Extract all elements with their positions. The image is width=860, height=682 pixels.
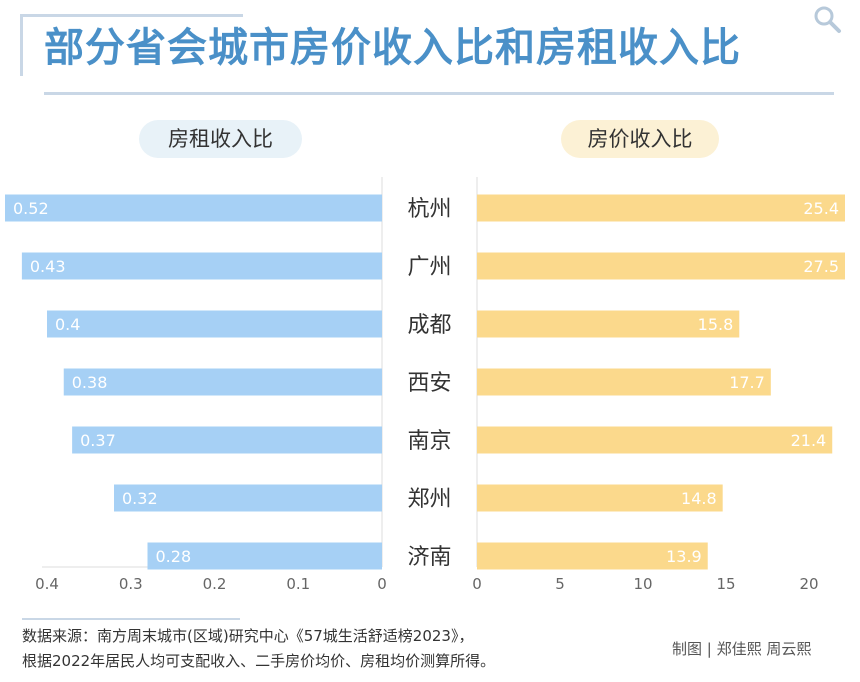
rent-value-label: 0.38 — [72, 373, 108, 392]
chart-credit: 制图 | 郑佳熙 周云熙 — [672, 640, 812, 658]
dual-bar-chart: 0.52 25.4 杭州 0.43 27.5 广州 0.4 15.8 成都 0.38 17.7 西安 0… — [5, 177, 845, 593]
city-label: 广州 — [407, 255, 451, 280]
footer-divider — [22, 618, 240, 620]
title-underline — [44, 92, 834, 95]
price-bar — [477, 542, 708, 570]
rent-value-label: 0.4 — [55, 315, 80, 334]
rent-bar — [5, 194, 382, 222]
rent-tick-label: 0.3 — [119, 575, 143, 593]
city-label: 杭州 — [407, 197, 451, 222]
rent-bar — [21, 252, 382, 280]
price-value-label: 13.9 — [666, 547, 702, 566]
city-label: 济南 — [407, 545, 451, 570]
price-bar — [477, 194, 845, 222]
rent-bar — [63, 368, 382, 396]
price-bar — [477, 484, 723, 512]
price-tick-label: 15 — [716, 575, 735, 593]
rent-tick-label: 0.1 — [286, 575, 310, 593]
city-label: 成都 — [407, 313, 451, 338]
price-value-label: 17.7 — [729, 373, 765, 392]
price-value-label: 27.5 — [803, 257, 839, 276]
price-value-label: 15.8 — [698, 315, 734, 334]
price-bar — [477, 368, 771, 396]
city-label: 郑州 — [407, 487, 451, 512]
rent-bar — [147, 542, 382, 570]
page-title: 部分省会城市房价收入比和房租收入比 — [44, 25, 741, 71]
rent-value-label: 0.43 — [30, 257, 66, 276]
rent-value-label: 0.28 — [156, 547, 192, 566]
price-tick-label: 0 — [472, 575, 482, 593]
rent-ratio-label: 房租收入比 — [139, 120, 302, 158]
price-value-label: 14.8 — [681, 489, 717, 508]
price-bar — [477, 310, 740, 338]
rent-value-label: 0.32 — [122, 489, 158, 508]
source-note: 数据来源：南方周末城市(区域)研究中心《57城生活舒适榜2023》， 根据202… — [22, 624, 622, 674]
price-tick-label: 10 — [633, 575, 652, 593]
price-value-label: 25.4 — [803, 199, 839, 218]
rent-tick-label: 0.4 — [35, 575, 59, 593]
title-frame-left — [20, 14, 23, 76]
rent-tick-label: 0 — [377, 575, 387, 593]
rent-bar — [47, 310, 382, 338]
price-tick-label: 5 — [555, 575, 565, 593]
price-bar — [477, 252, 845, 280]
rent-bar — [72, 426, 382, 454]
source-line-1: 数据来源：南方周末城市(区域)研究中心《57城生活舒适榜2023》， — [22, 627, 474, 645]
search-icon — [814, 6, 841, 33]
rent-value-label: 0.37 — [80, 431, 116, 450]
price-bar — [477, 426, 833, 454]
city-label: 南京 — [407, 429, 451, 454]
price-tick-label: 20 — [799, 575, 818, 593]
price-ratio-label: 房价收入比 — [561, 120, 719, 158]
source-line-2: 根据2022年居民人均可支配收入、二手房价均价、房租均价测算所得。 — [22, 652, 496, 670]
rent-bar — [114, 484, 382, 512]
price-value-label: 21.4 — [791, 431, 827, 450]
title-frame-top — [20, 14, 243, 17]
city-label: 西安 — [407, 371, 451, 396]
rent-value-label: 0.52 — [13, 199, 49, 218]
rent-tick-label: 0.2 — [203, 575, 227, 593]
